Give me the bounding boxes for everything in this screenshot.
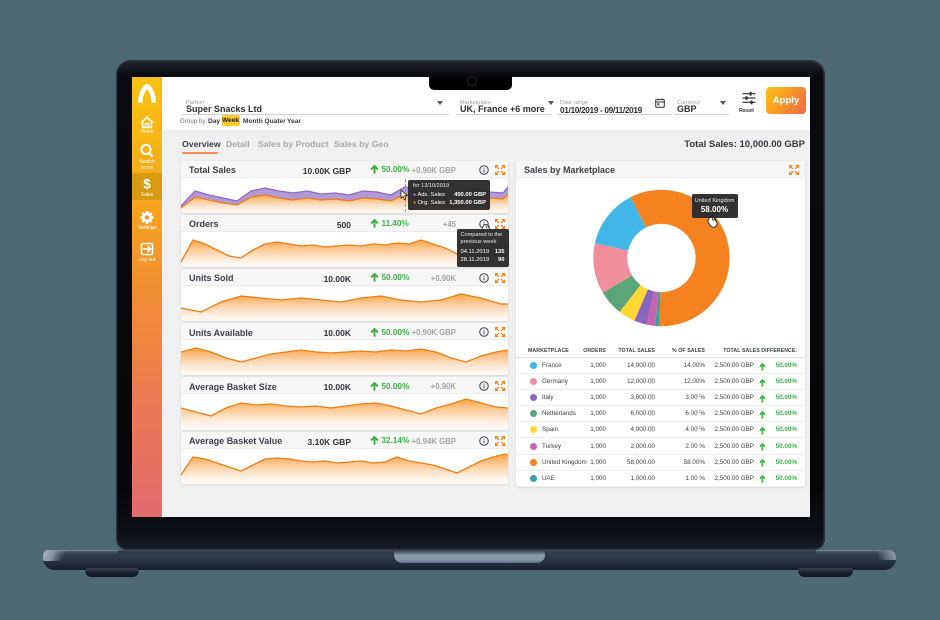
svg-text:$: $ <box>143 177 151 192</box>
